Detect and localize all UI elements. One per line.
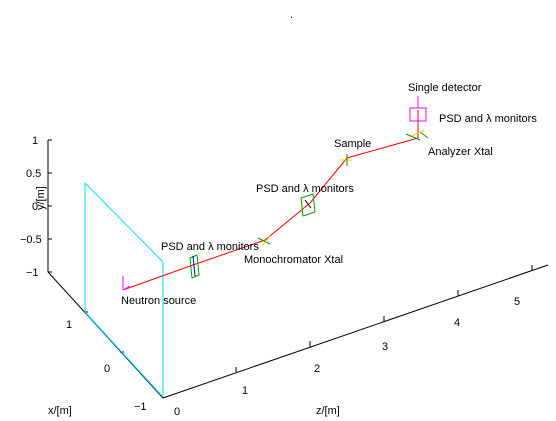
label-analyzer-psd: PSD and λ monitors: [439, 113, 537, 125]
y-ticks: [48, 139, 52, 273]
sample-monitor: [300, 193, 316, 217]
x-tick-label: 1: [66, 319, 72, 331]
label-mono-psd: PSD and λ monitors: [161, 241, 259, 253]
neutron-source-marker: [122, 276, 131, 291]
label-sample: Sample: [334, 138, 371, 150]
axes: [47, 140, 549, 399]
x-tick-label: 0: [104, 363, 110, 375]
analyzer-crystal: [405, 129, 429, 141]
y-tick-label: −0.5: [20, 234, 42, 246]
z-tick-label: 1: [242, 385, 248, 397]
y-tick-label: 0: [32, 201, 38, 213]
beam-path: [122, 110, 419, 291]
title-dot: .: [290, 9, 293, 21]
y-tick-label: 1: [32, 135, 38, 147]
y-tick-label: −1: [26, 267, 39, 279]
source-box: [84, 182, 164, 398]
sample-marker: [340, 154, 352, 166]
y-axis-label: y/[m]: [35, 186, 47, 210]
label-sample-psd: PSD and λ monitors: [256, 183, 354, 195]
x-tick-label: −1: [134, 401, 147, 413]
label-monochromator: Monochromator Xtal: [244, 254, 343, 266]
z-axis-label: z/[m]: [316, 405, 340, 417]
monochromator-crystal: [257, 235, 271, 247]
label-analyzer: Analyzer Xtal: [428, 146, 493, 158]
mono-monitor: [189, 254, 200, 279]
z-tick-label: 2: [314, 363, 320, 375]
z-tick-label: 5: [514, 296, 520, 308]
z-ticks: [162, 265, 533, 398]
z-tick-label: 4: [454, 317, 460, 329]
x-axis-label: x/[m]: [48, 405, 72, 417]
label-detector: Single detector: [408, 82, 482, 94]
analyzer-monitor: [409, 96, 427, 122]
z-axis-line: [162, 264, 549, 399]
y-tick-label: 0.5: [26, 168, 41, 180]
label-neutron-source: Neutron source: [121, 295, 196, 307]
z-tick-label: 3: [382, 341, 388, 353]
z-tick-label: 0: [174, 406, 180, 418]
